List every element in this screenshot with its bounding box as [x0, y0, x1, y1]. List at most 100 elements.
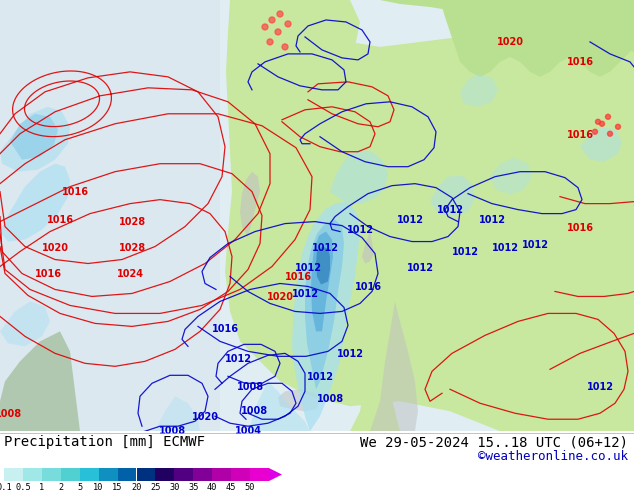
- Text: 1: 1: [39, 483, 44, 490]
- Bar: [80, 468, 99, 481]
- Text: 1028: 1028: [119, 217, 146, 226]
- Text: ©weatheronline.co.uk: ©weatheronline.co.uk: [478, 450, 628, 463]
- Text: 1016: 1016: [46, 215, 74, 224]
- Text: 1020: 1020: [191, 412, 219, 422]
- Polygon shape: [330, 150, 388, 204]
- Circle shape: [595, 119, 600, 124]
- Text: 1020: 1020: [266, 293, 294, 302]
- Text: 1008: 1008: [158, 426, 186, 436]
- Text: 5: 5: [77, 483, 82, 490]
- Bar: [4, 468, 23, 481]
- Text: 1012: 1012: [451, 246, 479, 257]
- Polygon shape: [430, 176, 475, 217]
- Circle shape: [616, 124, 621, 129]
- Bar: [250, 468, 269, 481]
- Text: 1020: 1020: [41, 243, 68, 252]
- Text: 1004: 1004: [235, 426, 261, 436]
- Polygon shape: [580, 127, 622, 162]
- Text: 25: 25: [150, 483, 160, 490]
- Polygon shape: [311, 232, 333, 331]
- Polygon shape: [440, 0, 634, 77]
- Text: 1012: 1012: [396, 215, 424, 224]
- Text: 1008: 1008: [240, 406, 268, 416]
- Circle shape: [600, 122, 604, 126]
- Text: 1016: 1016: [567, 222, 593, 233]
- Text: 1012: 1012: [479, 215, 505, 224]
- Polygon shape: [292, 201, 360, 431]
- Text: We 29-05-2024 15..18 UTC (06+12): We 29-05-2024 15..18 UTC (06+12): [360, 435, 628, 449]
- Text: 1012: 1012: [306, 372, 333, 382]
- Bar: [61, 468, 80, 481]
- Polygon shape: [240, 172, 260, 237]
- Polygon shape: [305, 220, 344, 389]
- Polygon shape: [0, 107, 70, 172]
- Circle shape: [285, 21, 291, 27]
- Polygon shape: [380, 0, 634, 52]
- Polygon shape: [0, 164, 70, 242]
- Circle shape: [269, 17, 275, 23]
- Text: 1016: 1016: [567, 57, 593, 67]
- Bar: [42, 468, 61, 481]
- Text: 1016: 1016: [285, 272, 311, 283]
- Polygon shape: [560, 62, 634, 114]
- Text: 1012: 1012: [436, 205, 463, 215]
- Text: 1012: 1012: [522, 240, 548, 249]
- Polygon shape: [225, 0, 634, 431]
- Text: 1020: 1020: [496, 37, 524, 47]
- Circle shape: [593, 129, 597, 134]
- Text: 1012: 1012: [406, 263, 434, 272]
- Text: 1012: 1012: [586, 382, 614, 392]
- Text: 1028: 1028: [119, 243, 146, 252]
- Polygon shape: [350, 331, 400, 431]
- Circle shape: [277, 11, 283, 17]
- Polygon shape: [278, 389, 320, 411]
- Polygon shape: [0, 331, 80, 431]
- Bar: [174, 468, 193, 481]
- Bar: [212, 468, 231, 481]
- Text: 15: 15: [112, 483, 123, 490]
- Circle shape: [605, 114, 611, 119]
- Circle shape: [267, 39, 273, 45]
- Text: 50: 50: [245, 483, 256, 490]
- Text: 40: 40: [207, 483, 217, 490]
- Polygon shape: [10, 114, 58, 160]
- Bar: [193, 468, 212, 481]
- Text: 1016: 1016: [354, 282, 382, 293]
- Text: 20: 20: [131, 483, 142, 490]
- Bar: [23, 468, 42, 481]
- Polygon shape: [248, 381, 310, 431]
- Circle shape: [262, 24, 268, 30]
- Text: 1016: 1016: [212, 324, 238, 334]
- Circle shape: [282, 44, 288, 50]
- Text: 1008: 1008: [0, 409, 22, 419]
- Bar: [155, 468, 174, 481]
- Polygon shape: [316, 246, 330, 285]
- Polygon shape: [370, 301, 418, 431]
- Text: 0.1: 0.1: [0, 483, 12, 490]
- Text: 1012: 1012: [224, 354, 252, 365]
- Text: 1008: 1008: [236, 382, 264, 392]
- Text: 2: 2: [58, 483, 63, 490]
- Text: Precipitation [mm] ECMWF: Precipitation [mm] ECMWF: [4, 435, 205, 449]
- Text: 0.5: 0.5: [15, 483, 31, 490]
- Bar: [117, 468, 136, 481]
- Text: 1012: 1012: [347, 224, 373, 235]
- Text: 1012: 1012: [337, 349, 363, 359]
- Polygon shape: [362, 232, 374, 264]
- Text: 35: 35: [188, 483, 198, 490]
- Text: 1016: 1016: [34, 270, 61, 279]
- Polygon shape: [269, 468, 282, 481]
- Text: 1012: 1012: [295, 263, 321, 272]
- Polygon shape: [490, 158, 532, 195]
- Text: 10: 10: [93, 483, 104, 490]
- Text: 1012: 1012: [491, 243, 519, 252]
- Bar: [231, 468, 250, 481]
- Text: 1016: 1016: [567, 130, 593, 140]
- Text: 1024: 1024: [117, 270, 143, 279]
- Bar: [136, 468, 155, 481]
- Text: 45: 45: [226, 483, 236, 490]
- Text: 1008: 1008: [316, 394, 344, 404]
- Text: 1012: 1012: [292, 290, 318, 299]
- Text: 30: 30: [169, 483, 179, 490]
- Text: 1012: 1012: [311, 243, 339, 252]
